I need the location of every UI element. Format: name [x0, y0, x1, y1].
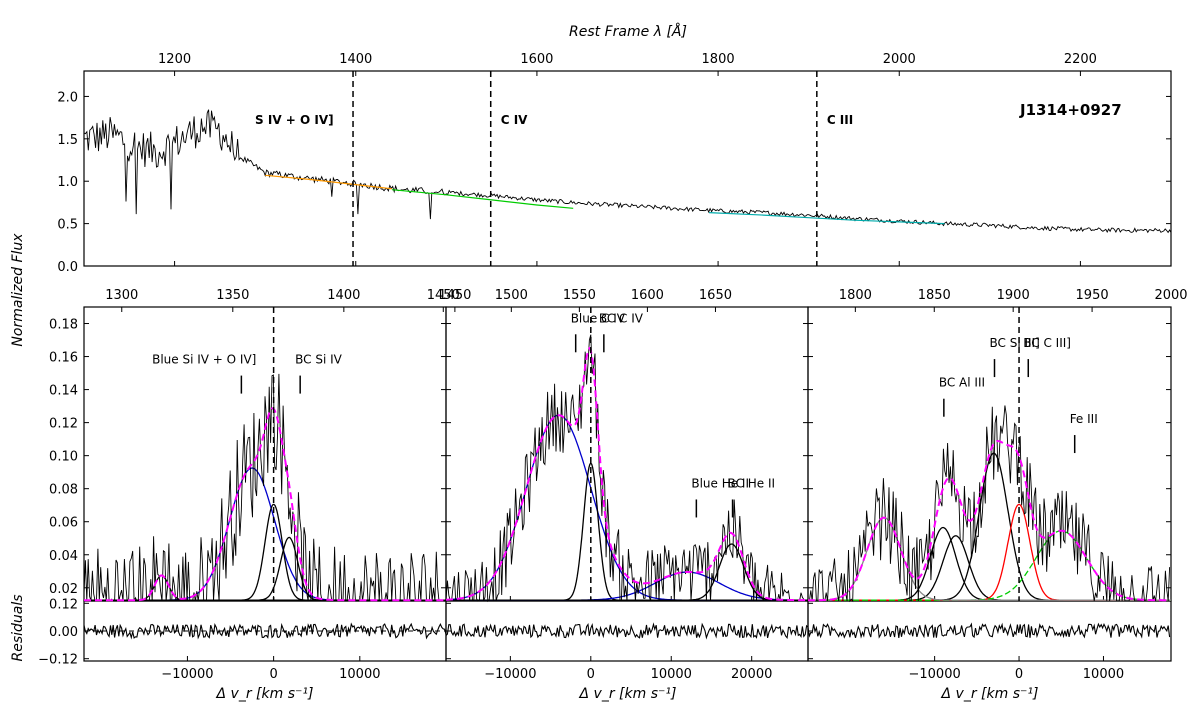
panel3-component-6 — [808, 516, 1171, 601]
panel1-top-tick-label: 1450 — [438, 288, 471, 303]
panel2-component-1 — [445, 414, 808, 601]
top-xtick-label: 1800 — [702, 52, 735, 67]
top-spectrum-panel: 1200 1400 1600 1800 2000 2200 0.0 0.5 1.0 1.5 2.0 S… — [57, 52, 1172, 275]
panel3-top-tick-label: 1850 — [918, 288, 951, 303]
top-spectrum-line — [83, 109, 1172, 234]
top-ytick-label: 0.0 — [57, 260, 78, 275]
panel3-annotation-3: BC C III] — [1023, 336, 1071, 350]
top-ytick-label: 1.5 — [57, 133, 78, 148]
c-iv-fit-panel: 1450 1500 1550 1600 1650 −10000 0 10000 20000 Blu… — [427, 288, 809, 682]
panel2-total-model — [445, 346, 808, 602]
panel1-annotation-1: Blue Si IV + O IV] — [152, 353, 256, 367]
top-xtick-label: 2200 — [1064, 52, 1097, 67]
top-ytick-label: 2.0 — [57, 90, 78, 105]
panel3-top-tick-label: 1800 — [839, 288, 872, 303]
resid-y-tick-label: 0.12 — [49, 597, 78, 612]
panel1-total-model — [84, 407, 446, 602]
panel3-annotation-4: Fe III — [1070, 412, 1098, 426]
panel1-residuals — [83, 622, 447, 640]
panel1-top-tick-label: 1300 — [105, 288, 138, 303]
panel2-top-tick-label: 1450 — [427, 288, 460, 303]
panel1-observed-spectrum — [83, 373, 446, 602]
panel1-x-tick-label: 10000 — [339, 667, 380, 682]
residuals-label: Residuals — [10, 594, 26, 661]
panel2-x-tick-label: 10000 — [651, 667, 692, 682]
panel3-component-3 — [808, 452, 1171, 601]
panel1-y-tick-label: 0.08 — [49, 483, 78, 498]
panel1-y-tick-label: 0.06 — [49, 516, 78, 531]
panel2-top-tick-label: 1650 — [699, 288, 732, 303]
xlabel-panel2: Δ v_r [km s⁻¹] — [579, 686, 677, 702]
top-xtick-label: 1600 — [520, 52, 553, 67]
panel3-x-tick-label: 10000 — [1083, 667, 1124, 682]
resid-y-tick-label: 0.00 — [49, 625, 78, 640]
panel2-top-tick-label: 1550 — [563, 288, 596, 303]
panel2-x-tick-label: 0 — [587, 667, 595, 682]
top-vline-label-3: C III — [827, 113, 853, 127]
panel3-top-tick-label: 1900 — [997, 288, 1030, 303]
panel3-top-tick-label: 1950 — [1076, 288, 1109, 303]
panel3-top-tick-label: 2000 — [1154, 288, 1187, 303]
panel3-observed-spectrum — [808, 405, 1171, 603]
panel1-y-tick-label: 0.16 — [49, 351, 78, 366]
y-axis-label: Normalized Flux — [10, 233, 26, 347]
panel2-top-tick-label: 1600 — [631, 288, 664, 303]
panel1-top-tick-label: 1350 — [216, 288, 249, 303]
top-continuum-3 — [708, 212, 945, 225]
top-ytick-label: 0.5 — [57, 218, 78, 233]
panel2-annotation-1: Blue C IV — [571, 311, 626, 325]
top-frame — [83, 70, 1172, 267]
panel1-y-tick-label: 0.10 — [49, 450, 78, 465]
si-iv-fit-panel: 1300 1350 1400 1450 −10000 0 10000 0.02 0.04 0.06… — [38, 288, 471, 682]
panel1-y-tick-label: 0.18 — [49, 318, 78, 333]
panel1-x-tick-label: −10000 — [161, 667, 213, 682]
top-xtick-label: 1400 — [339, 52, 372, 67]
panel1-component-1 — [84, 467, 446, 601]
panel3-annotation-1: BC Al III — [939, 376, 985, 390]
panel1-top-tick-label: 1400 — [327, 288, 360, 303]
panel2-x-tick-label: 20000 — [731, 667, 772, 682]
panel3-main-frame — [807, 306, 1172, 602]
top-vline-label-1: S IV + O IV] — [255, 113, 334, 127]
panel2-annotation-4: BC He II — [728, 476, 776, 490]
panel1-y-tick-label: 0.14 — [49, 384, 78, 399]
c-iii-fit-panel: 1800 1850 1900 1950 2000 −10000 0 10000 BC Al II… — [807, 288, 1188, 682]
top-xtick-label: 1200 — [158, 52, 191, 67]
object-name: J1314+0927 — [1019, 101, 1122, 119]
panel2-main-frame — [445, 306, 809, 602]
panel2-residuals — [445, 622, 809, 640]
panel1-main-frame — [83, 306, 447, 602]
panel3-total-model — [808, 439, 1170, 602]
top-xtick-label: 2000 — [883, 52, 916, 67]
top-axis-title: Rest Frame λ [Å] — [569, 23, 687, 40]
panel3-annotation-2: BC Si III] — [990, 336, 1040, 350]
panel2-top-tick-label: 1500 — [495, 288, 528, 303]
panel1-y-tick-label: 0.02 — [49, 582, 78, 597]
top-continuum-1 — [265, 174, 393, 190]
panel1-y-tick-label: 0.04 — [49, 549, 78, 564]
panel3-residuals — [807, 622, 1171, 639]
panel3-x-tick-label: −10000 — [909, 667, 961, 682]
panel2-x-tick-label: −10000 — [484, 667, 536, 682]
resid-y-tick-label: −0.12 — [38, 653, 78, 668]
xlabel-panel1: Δ v_r [km s⁻¹] — [216, 686, 314, 702]
panel3-x-tick-label: 0 — [1015, 667, 1023, 682]
top-ytick-label: 1.0 — [57, 175, 78, 190]
panel2-annotation-3: Blue He II — [691, 476, 749, 490]
panel1-x-tick-label: 0 — [269, 667, 277, 682]
panel1-y-tick-label: 0.12 — [49, 417, 78, 432]
panel2-observed-spectrum — [445, 334, 808, 603]
top-vline-label-2: C IV — [501, 113, 528, 127]
panel2-annotation-2: BC C IV — [599, 311, 644, 325]
panel1-annotation-2: BC Si IV — [295, 353, 343, 367]
top-continuum-2 — [391, 189, 574, 209]
xlabel-panel3: Δ v_r [km s⁻¹] — [941, 686, 1039, 702]
